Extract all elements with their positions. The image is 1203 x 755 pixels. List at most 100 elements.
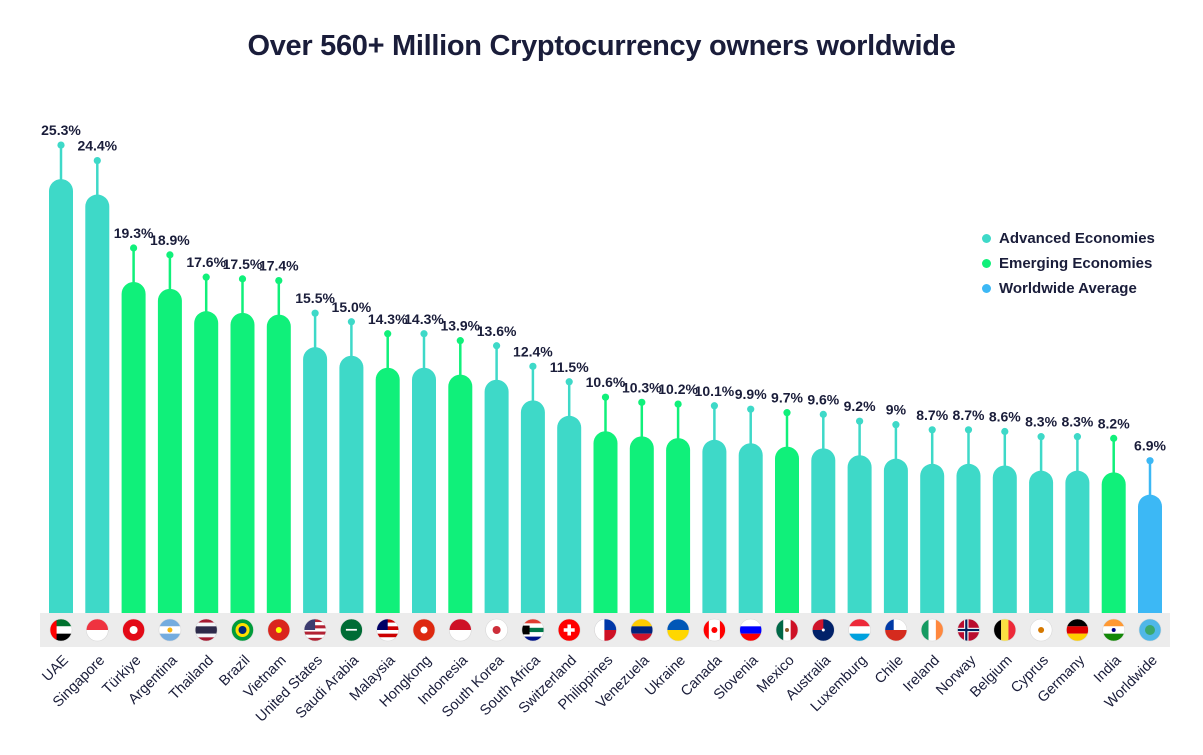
data-label: 6.9% bbox=[1134, 438, 1166, 454]
indonesia-flag-icon bbox=[448, 618, 472, 642]
bar bbox=[520, 400, 545, 613]
data-label: 10.6% bbox=[586, 374, 626, 390]
legend-item-emerging: Emerging Economies bbox=[982, 251, 1155, 276]
saudi-arabia-flag-icon bbox=[340, 618, 363, 642]
bar bbox=[593, 431, 618, 613]
south-korea-flag-icon bbox=[485, 618, 508, 642]
data-label: 14.3% bbox=[368, 311, 408, 327]
bar-dot bbox=[783, 409, 791, 417]
category-label: UAE bbox=[39, 652, 72, 685]
bar bbox=[85, 194, 110, 614]
data-label: 9.6% bbox=[807, 391, 839, 407]
bar bbox=[157, 288, 182, 613]
bar-dot bbox=[674, 400, 682, 408]
data-label: 17.5% bbox=[223, 256, 263, 272]
bar-dot bbox=[456, 337, 464, 345]
brazil-flag-icon bbox=[231, 618, 254, 642]
legend-label-advanced: Advanced Economies bbox=[999, 230, 1155, 247]
bar-dot bbox=[420, 330, 428, 338]
australia-flag-icon bbox=[811, 618, 835, 642]
legend-swatch-emerging bbox=[982, 259, 991, 268]
malaysia-flag-icon bbox=[376, 618, 400, 642]
bar bbox=[956, 463, 981, 613]
bar-dot bbox=[130, 244, 138, 252]
bar bbox=[629, 436, 654, 613]
legend-label-emerging: Emerging Economies bbox=[999, 255, 1153, 272]
data-label: 15.5% bbox=[295, 290, 335, 306]
data-label: 11.5% bbox=[550, 359, 589, 375]
bar-dot bbox=[710, 402, 719, 410]
bar-dot bbox=[57, 141, 65, 149]
bar-dot bbox=[347, 318, 355, 326]
bar-group-7: 15.5%United States bbox=[253, 290, 335, 725]
bar-dot bbox=[819, 410, 827, 418]
slovenia-flag-icon bbox=[739, 618, 763, 642]
data-label: 8.7% bbox=[953, 407, 985, 423]
uae-flag-icon bbox=[49, 618, 73, 642]
bar-dot bbox=[565, 378, 573, 386]
chile-flag-icon bbox=[884, 618, 908, 642]
bar bbox=[194, 311, 219, 613]
bar-dot bbox=[238, 275, 247, 283]
bar bbox=[303, 347, 328, 613]
data-label: 13.6% bbox=[477, 323, 517, 339]
bar-dot bbox=[747, 405, 755, 413]
legend-swatch-average bbox=[982, 284, 991, 293]
bar-dot bbox=[892, 421, 900, 429]
bar bbox=[920, 463, 945, 613]
belgium-flag-icon bbox=[993, 618, 1017, 642]
data-label: 17.6% bbox=[186, 254, 226, 270]
data-label: 8.3% bbox=[1025, 414, 1057, 430]
legend: Advanced Economies Emerging Economies Wo… bbox=[982, 226, 1155, 301]
bar-dot bbox=[275, 276, 283, 285]
data-label: 8.3% bbox=[1061, 414, 1093, 430]
bar-dot bbox=[928, 426, 936, 434]
bar bbox=[847, 455, 872, 613]
bar bbox=[448, 374, 473, 613]
bar-dot bbox=[964, 426, 973, 434]
germany-flag-icon bbox=[1066, 618, 1089, 642]
bar-group-25: 8.7%Norway bbox=[933, 407, 985, 699]
bar-dot bbox=[1146, 457, 1154, 465]
bar-group-0: 25.3% UAE bbox=[39, 122, 81, 685]
bar-dot bbox=[638, 398, 646, 406]
bar bbox=[557, 415, 582, 613]
singapore-flag-icon bbox=[86, 618, 109, 642]
legend-item-advanced: Advanced Economies bbox=[982, 226, 1155, 251]
venezuela-flag-icon bbox=[630, 618, 654, 642]
data-label: 9.7% bbox=[771, 390, 803, 406]
cyprus-flag-icon bbox=[1029, 618, 1053, 642]
philippines-flag-icon bbox=[594, 618, 617, 642]
bar bbox=[1101, 472, 1126, 613]
bar-dot bbox=[856, 417, 864, 425]
chart-title: Over 560+ Million Cryptocurrency owners … bbox=[247, 30, 956, 62]
hongkong-flag-icon bbox=[412, 618, 436, 642]
ukraine-flag-icon bbox=[666, 618, 690, 642]
bar bbox=[702, 439, 727, 613]
united-states-flag-icon bbox=[303, 618, 327, 642]
data-label: 8.2% bbox=[1098, 415, 1130, 431]
data-label: 14.3% bbox=[404, 311, 444, 327]
bar-dot bbox=[1001, 427, 1009, 436]
bar bbox=[666, 438, 691, 613]
bar bbox=[121, 282, 146, 613]
bar-dot bbox=[166, 251, 174, 259]
data-label: 24.4% bbox=[77, 138, 117, 154]
data-label: 9.9% bbox=[735, 386, 767, 402]
norway-flag-icon bbox=[957, 618, 980, 642]
canada-flag-icon bbox=[703, 618, 726, 642]
india-flag-icon bbox=[1102, 618, 1125, 642]
legend-item-average: Worldwide Average bbox=[982, 276, 1155, 301]
bar-dot bbox=[384, 330, 392, 338]
south-africa-flag-icon bbox=[521, 618, 545, 642]
globe-icon bbox=[1138, 618, 1162, 642]
bar bbox=[1065, 470, 1090, 613]
argentina-flag-icon bbox=[158, 618, 182, 642]
bar-dot bbox=[93, 156, 101, 165]
turkiye-flag-icon bbox=[122, 618, 145, 642]
bar-dot bbox=[1073, 433, 1081, 441]
data-label: 12.4% bbox=[513, 343, 553, 359]
bar-dot bbox=[601, 393, 610, 401]
bar-dot bbox=[202, 273, 210, 281]
